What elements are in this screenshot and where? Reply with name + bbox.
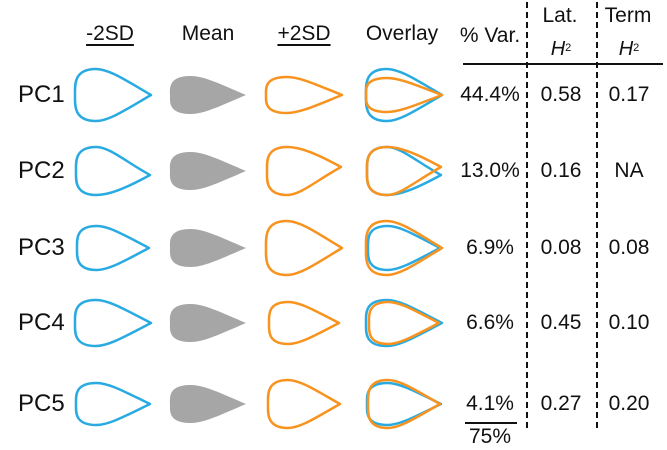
- header-lat-h2: H2: [550, 38, 572, 60]
- total-rule: [465, 422, 517, 424]
- pc-label: PC2: [18, 157, 65, 184]
- total-variance: 75%: [468, 425, 512, 448]
- overlay-plus-outline: [364, 76, 444, 114]
- overlay-minus-outline: [366, 224, 442, 272]
- lat-h2-value: 0.45: [540, 311, 582, 334]
- minus-2sd-outline: [75, 224, 151, 272]
- header-term-h2: H2: [618, 38, 640, 60]
- pc-label: PC4: [18, 309, 65, 336]
- header-overlay: Overlay: [365, 22, 439, 45]
- term-h2-value: 0.08: [608, 236, 650, 259]
- term-h2-value: 0.20: [608, 392, 650, 415]
- plus-2sd-outline: [265, 145, 343, 197]
- pct-var-value: 13.0%: [460, 159, 520, 182]
- lat-h2-value: 0.58: [540, 83, 582, 106]
- dashed-divider-lat: [526, 2, 528, 428]
- term-h2-value: 0.17: [608, 83, 650, 106]
- lat-h2-value: 0.16: [540, 159, 582, 182]
- header-rule: [463, 63, 663, 65]
- header-term: Term: [604, 4, 652, 27]
- header-pct-var: % Var.: [459, 24, 521, 47]
- pct-var-value: 6.9%: [466, 236, 514, 259]
- minus-2sd-outline: [73, 67, 153, 123]
- overlay-plus-outline: [364, 219, 444, 277]
- overlay-minus-outline: [364, 298, 444, 348]
- term-h2-value: NA: [614, 159, 644, 182]
- header-lat: Lat.: [542, 4, 578, 27]
- mean-shape: [169, 385, 246, 423]
- minus-2sd-outline: [73, 298, 153, 348]
- mean-shape: [169, 152, 246, 190]
- header-minus-2sd: -2SD: [86, 22, 134, 45]
- lat-h2-value: 0.27: [540, 392, 582, 415]
- minus-2sd-outline: [74, 381, 152, 427]
- plus-2sd-outline: [264, 219, 344, 277]
- overlay-plus-outline: [367, 300, 441, 346]
- mean-shape: [169, 76, 246, 114]
- minus-2sd-outline: [74, 145, 152, 197]
- overlay-minus-outline: [365, 381, 443, 427]
- lat-h2-value: 0.08: [540, 236, 582, 259]
- pc-label: PC5: [18, 390, 65, 417]
- mean-shape: [169, 229, 246, 267]
- pct-var-value: 44.4%: [460, 83, 520, 106]
- header-plus-2sd: +2SD: [277, 22, 331, 45]
- pct-var-value: 6.6%: [466, 311, 514, 334]
- pct-var-value: 4.1%: [466, 392, 514, 415]
- overlay-plus-outline: [365, 145, 443, 197]
- pc-label: PC1: [18, 81, 65, 108]
- plus-2sd-outline: [264, 75, 344, 115]
- plus-2sd-outline: [267, 300, 341, 346]
- term-h2-value: 0.10: [608, 311, 650, 334]
- overlay-plus-outline: [366, 378, 442, 430]
- mean-shape: [169, 304, 246, 342]
- overlay-minus-outline: [365, 145, 443, 197]
- pc-label: PC3: [18, 234, 65, 261]
- plus-2sd-outline: [266, 378, 342, 430]
- header-mean: Mean: [181, 22, 235, 45]
- overlay-minus-outline: [364, 67, 444, 123]
- dashed-divider-term: [596, 2, 598, 428]
